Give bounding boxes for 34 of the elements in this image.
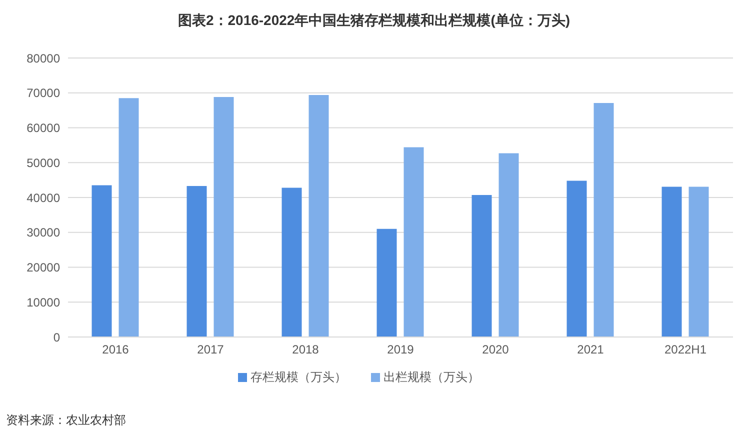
legend-label: 出栏规模（万头） bbox=[384, 370, 480, 384]
bar bbox=[594, 102, 614, 337]
bar bbox=[404, 147, 424, 337]
y-tick-label: 30000 bbox=[26, 226, 60, 240]
y-tick-label: 50000 bbox=[26, 156, 60, 170]
x-tick-label: 2018 bbox=[292, 342, 320, 357]
legend-label: 存栏规模（万头） bbox=[250, 370, 346, 384]
bar bbox=[566, 180, 587, 337]
y-tick-label: 0 bbox=[53, 330, 60, 344]
bar bbox=[92, 185, 112, 337]
bar bbox=[282, 188, 302, 337]
bar bbox=[662, 186, 682, 337]
x-tick-label: 2022H1 bbox=[664, 342, 707, 357]
bar bbox=[214, 97, 234, 337]
y-tick-label: 70000 bbox=[26, 86, 60, 100]
y-tick-label: 80000 bbox=[26, 51, 60, 66]
bar bbox=[688, 186, 709, 337]
y-tick-label: 60000 bbox=[26, 121, 60, 136]
bar bbox=[498, 153, 519, 337]
y-tick-label: 10000 bbox=[26, 295, 60, 310]
x-tick-label: 2017 bbox=[197, 342, 224, 357]
y-tick-label: 20000 bbox=[26, 260, 60, 275]
bar bbox=[308, 94, 329, 337]
bar bbox=[472, 195, 492, 337]
x-tick-label: 2016 bbox=[102, 342, 130, 357]
chart-title: 图表2：2016-2022年中国生猪存栏规模和出栏规模(单位：万头) bbox=[176, 11, 572, 30]
bar bbox=[118, 98, 139, 337]
bar bbox=[186, 186, 207, 337]
text: 资料来源：农业农村部 bbox=[6, 412, 126, 429]
y-tick-label: 40000 bbox=[26, 190, 60, 205]
x-tick-label: 2019 bbox=[387, 342, 414, 357]
x-tick-label: 2021 bbox=[577, 342, 604, 357]
bar bbox=[376, 228, 397, 337]
x-tick-label: 2020 bbox=[482, 342, 510, 357]
